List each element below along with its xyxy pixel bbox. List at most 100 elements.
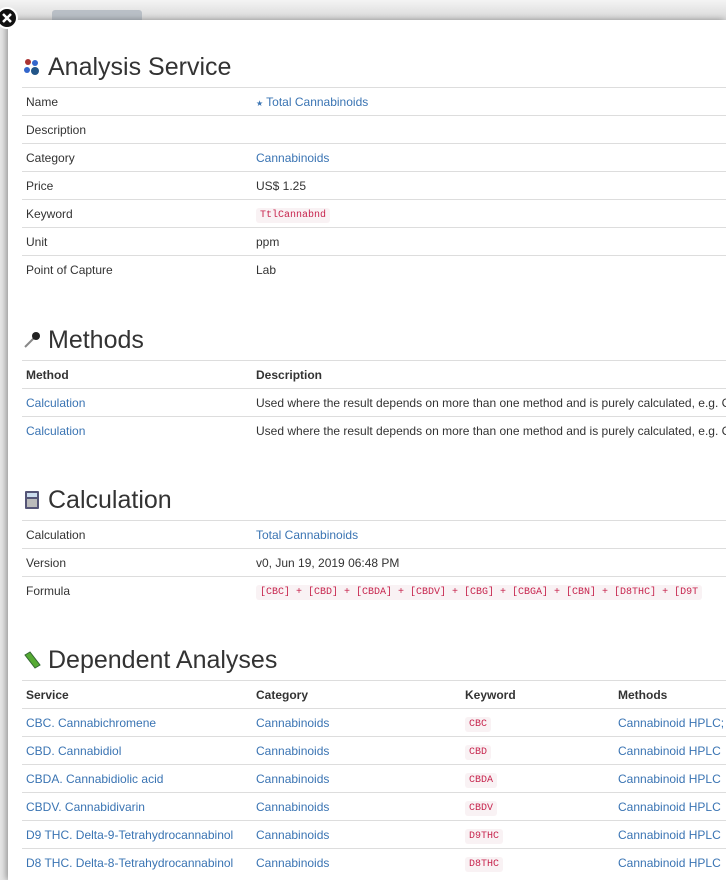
link[interactable]: Calculation <box>26 395 86 410</box>
cell: D9 THC. Delta-9-Tetrahydrocannabinol <box>22 820 252 849</box>
cell: Cannabinoid HPLC; <box>614 708 726 737</box>
heading-text: Calculation <box>48 485 172 514</box>
cell: Cannabinoids <box>252 764 461 793</box>
heading-text: Dependent Analyses <box>48 645 278 674</box>
row: Price US$ 1.25 <box>22 171 726 200</box>
link[interactable]: Cannabinoids <box>256 771 330 786</box>
link[interactable]: Calculation <box>26 423 86 438</box>
cell: ppm <box>252 227 726 256</box>
row: Name Total Cannabinoids <box>22 87 726 116</box>
link[interactable]: D8 THC. Delta-8-Tetrahydrocannabinol <box>26 855 234 870</box>
row: D9 THC. Delta-9-Tetrahydrocannabinol Cann… <box>22 820 726 849</box>
row: Version v0, Jun 19, 2019 06:48 PM <box>22 548 726 577</box>
cell: Calculation <box>22 416 252 444</box>
row: D8 THC. Delta-8-Tetrahydrocannabinol Cann… <box>22 848 726 876</box>
keyword: D8THC <box>465 857 504 872</box>
link[interactable]: CBDV. Cannabidivarin <box>26 799 145 814</box>
cell: D8 THC. Delta-8-Tetrahydrocannabinol <box>22 848 252 876</box>
cell: Unit <box>22 227 252 256</box>
link[interactable]: Cannabinoid HPLC <box>618 743 721 758</box>
cell: Calculation <box>22 520 252 549</box>
link[interactable]: Cannabinoid HPLC <box>618 827 721 842</box>
link[interactable]: Cannabinoid HPLC <box>618 771 721 786</box>
text: Lab <box>256 262 277 277</box>
link[interactable]: CBDA. Cannabidiolic acid <box>26 771 164 786</box>
heading-text: Analysis Service <box>48 52 232 81</box>
row: Point of Capture Lab <box>22 255 726 283</box>
keyword: [CBC] + [CBD] + [CBDA] + [CBDV] + [CBG] … <box>256 585 703 600</box>
keyword: CBDA <box>465 773 498 788</box>
row: Keyword TtlCannabnd <box>22 199 726 228</box>
top-bar <box>0 0 726 20</box>
cell: Cannabinoids <box>252 708 461 737</box>
link[interactable]: Cannabinoid HPLC; <box>618 715 725 730</box>
cell: Cannabinoids <box>252 792 461 821</box>
icon <box>24 651 41 669</box>
table: Calculation Total Cannabinoids Version v0, … <box>22 520 726 604</box>
icon <box>24 332 40 348</box>
text: Calculation <box>26 527 86 542</box>
cell: Cannabinoids <box>252 736 461 765</box>
cell: Category <box>22 143 252 172</box>
row: Description <box>22 115 726 144</box>
close-button[interactable] <box>0 6 21 32</box>
cell: Keyword <box>22 199 252 228</box>
link[interactable]: CBD. Cannabidiol <box>26 743 122 758</box>
link[interactable]: CBC. Cannabichromene <box>26 715 157 730</box>
cell: TtlCannabnd <box>252 199 726 228</box>
text: Name <box>26 94 59 109</box>
keyword: TtlCannabnd <box>256 208 331 223</box>
cell: Price <box>22 171 252 200</box>
cell: D9THC <box>461 820 614 849</box>
row: CBDA. Cannabidiolic acid Cannabinoids CBDA… <box>22 764 726 793</box>
link[interactable]: Cannabinoids <box>256 799 330 814</box>
heading: Calculation <box>22 485 172 515</box>
link[interactable]: D9 THC. Delta-9-Tetrahydrocannabinol <box>26 827 234 842</box>
cell: US$ 1.25 <box>252 171 726 200</box>
cell: Used where the result depends on more th… <box>252 388 726 417</box>
heading-text: Methods <box>48 325 144 354</box>
row: CBDV. Cannabidivarin Cannabinoids CBDV Cann… <box>22 792 726 821</box>
link[interactable]: Cannabinoids <box>256 715 330 730</box>
link[interactable]: Cannabinoid HPLC <box>618 855 721 870</box>
row: CBD. Cannabidiol Cannabinoids CBD Cannabino… <box>22 736 726 765</box>
cell: Description <box>22 115 252 144</box>
text: Version <box>26 555 67 570</box>
link[interactable]: Cannabinoids <box>256 743 330 758</box>
text: Price <box>26 178 54 193</box>
cell: Cannabinoids <box>252 848 461 876</box>
column-header: Methods <box>614 680 726 709</box>
cell: Total Cannabinoids <box>252 520 726 549</box>
cell: Cannabinoid HPLC <box>614 792 726 821</box>
text: Formula <box>26 583 71 598</box>
row: CBC. Cannabichromene Cannabinoids CBC Canna… <box>22 708 726 737</box>
table: Service Category Keyword Methods CBC. Cannab… <box>22 680 726 876</box>
cell: D8THC <box>461 848 614 876</box>
icon <box>24 59 39 75</box>
text: Keyword <box>26 206 73 221</box>
cell: Cannabinoid HPLC <box>614 848 726 876</box>
column-header: Keyword <box>461 680 614 709</box>
link[interactable]: Total Cannabinoids <box>256 95 368 109</box>
cell: Cannabinoids <box>252 143 726 172</box>
cell: CBDA. Cannabidiolic acid <box>22 764 252 793</box>
keyword: CBDV <box>465 801 498 816</box>
cell: CBDA <box>461 764 614 793</box>
heading: Dependent Analyses <box>22 645 277 675</box>
cell: Cannabinoid HPLC <box>614 820 726 849</box>
tab[interactable] <box>52 10 142 20</box>
cell: Point of Capture <box>22 255 252 283</box>
cell: CBDV <box>461 792 614 821</box>
link[interactable]: Cannabinoids <box>256 827 330 842</box>
cell: Used where the result depends on more th… <box>252 416 726 444</box>
link[interactable]: Cannabinoids <box>256 150 330 165</box>
link[interactable]: Cannabinoid HPLC <box>618 799 721 814</box>
link[interactable]: Total Cannabinoids <box>256 527 359 542</box>
text: ppm <box>256 234 280 249</box>
cell: [CBC] + [CBD] + [CBDA] + [CBDV] + [CBG] … <box>252 576 726 604</box>
cell: Total Cannabinoids <box>252 87 726 116</box>
link[interactable]: Cannabinoids <box>256 855 330 870</box>
column-header: Category <box>252 680 461 709</box>
text: Description <box>26 122 87 137</box>
